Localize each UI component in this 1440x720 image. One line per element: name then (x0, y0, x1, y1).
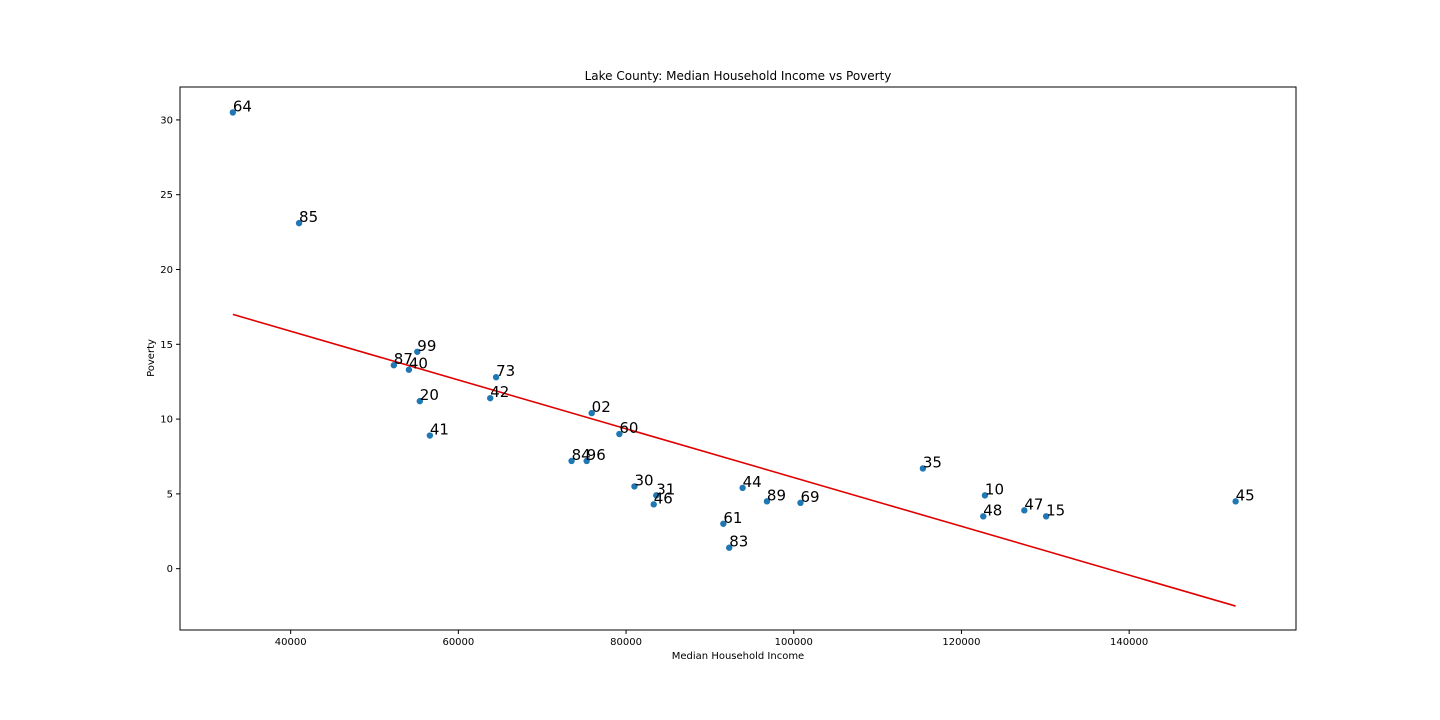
point-label: 96 (587, 446, 606, 464)
data-point (1042, 513, 1050, 520)
point-label: 64 (233, 97, 252, 115)
data-point (981, 492, 989, 499)
data-point (739, 484, 746, 492)
point-label: 83 (729, 533, 748, 551)
data-point (492, 373, 500, 381)
point-label: 44 (743, 473, 762, 491)
y-tick-label: 0 (167, 564, 173, 575)
data-point (1232, 498, 1239, 505)
y-tick-label: 5 (167, 489, 173, 500)
data-point (390, 362, 398, 369)
data-point (653, 492, 660, 499)
chart-title: Lake County: Median Household Income vs … (585, 69, 892, 83)
data-point (980, 513, 987, 520)
point-label: 73 (496, 362, 515, 380)
x-axis-title: Median Household Income (672, 651, 804, 662)
point-label: 20 (420, 386, 439, 404)
plot-frame (179, 86, 1297, 631)
data-points (229, 109, 1239, 551)
data-point (583, 457, 590, 465)
x-tick-label: 100000 (775, 637, 813, 648)
data-point (725, 544, 733, 551)
point-label: 30 (634, 471, 653, 489)
x-tick-label: 40000 (275, 637, 307, 648)
y-tick-label: 30 (160, 115, 173, 126)
data-point (650, 501, 657, 508)
point-label: 87 (394, 350, 413, 368)
data-point (414, 348, 421, 355)
regression-line-group (232, 313, 1236, 607)
regression-line (232, 313, 1236, 607)
data-point (229, 109, 237, 116)
point-label: 45 (1236, 486, 1255, 504)
y-tick-label: 20 (160, 265, 173, 276)
data-point (763, 498, 771, 505)
point-label: 40 (409, 355, 428, 373)
point-label: 10 (985, 480, 1004, 498)
y-tick-label: 25 (160, 190, 173, 201)
point-label: 85 (299, 208, 318, 226)
y-axis-ticks: 0 5 10 15 20 25 30 (160, 115, 180, 575)
data-point (588, 409, 595, 417)
x-tick-label: 140000 (1110, 637, 1148, 648)
point-label: 61 (723, 509, 742, 527)
point-label: 46 (654, 489, 673, 507)
data-point (616, 430, 623, 438)
point-label: 31 (656, 480, 675, 498)
data-point (568, 457, 575, 465)
point-label: 15 (1046, 501, 1065, 519)
point-label: 41 (430, 421, 449, 439)
point-label: 84 (572, 446, 591, 464)
data-point (487, 394, 494, 402)
data-point (797, 499, 804, 507)
data-point (295, 219, 303, 227)
x-tick-label: 120000 (942, 637, 980, 648)
y-tick-label: 15 (160, 340, 173, 351)
x-axis-ticks: 40000 60000 80000 100000 120000 140000 (275, 630, 1148, 648)
data-point (631, 483, 638, 490)
point-label: 48 (983, 501, 1002, 519)
data-point (405, 366, 413, 373)
point-label: 02 (592, 398, 611, 416)
data-point (426, 432, 434, 439)
data-point (1021, 507, 1028, 514)
point-label: 69 (800, 488, 819, 506)
data-point (416, 397, 424, 405)
point-label: 89 (767, 486, 786, 504)
x-tick-label: 60000 (442, 637, 474, 648)
data-point (919, 465, 927, 472)
point-label: 99 (417, 337, 436, 355)
data-point (720, 520, 727, 527)
y-axis-title: Poverty (146, 339, 157, 377)
point-label: 42 (490, 383, 509, 401)
point-label: 60 (619, 419, 638, 437)
x-tick-label: 80000 (610, 637, 642, 648)
point-label: 47 (1024, 495, 1043, 513)
point-label: 35 (923, 453, 942, 471)
y-tick-label: 10 (160, 415, 173, 426)
